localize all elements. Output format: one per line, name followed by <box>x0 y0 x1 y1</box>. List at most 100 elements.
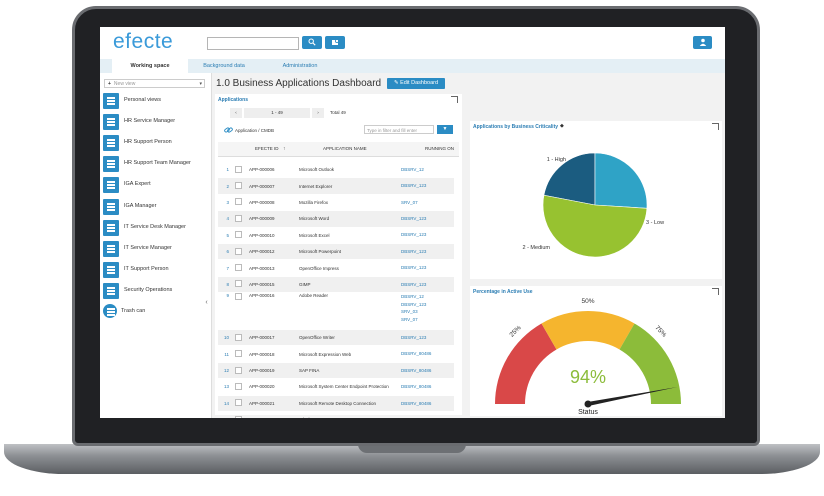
edit-dashboard-button[interactable]: ✎ Edit Dashboard <box>387 78 445 89</box>
table-row[interactable]: 3 APP-000008 Mozilla Firefox SRV_07 <box>218 194 454 212</box>
table-row[interactable]: 5 APP-000010 Microsoft Excel DBSRV_123 <box>218 227 454 244</box>
table-row[interactable]: 7 APP-000013 OpenOffice Impress DBSRV_123 <box>218 259 454 277</box>
sort-icon[interactable]: ◆ <box>560 123 564 129</box>
sidebar-item-hr-service-manager[interactable]: HR Service Manager <box>103 114 209 132</box>
pie-slice[interactable] <box>543 152 596 206</box>
column-application-name[interactable]: APPLICATION NAME <box>323 146 367 151</box>
collapse-sidebar-button[interactable]: ‹ <box>202 298 211 307</box>
app-logo[interactable]: efecte <box>113 30 174 53</box>
server-link[interactable]: SRV_07 <box>401 316 418 322</box>
table-row[interactable]: 15 APP-000022cdesktopDBSRV_80486 <box>218 411 454 418</box>
search-button[interactable] <box>302 36 322 49</box>
table-row[interactable]: 10 APP-000017 OpenOffice Writer DBSRV_123 <box>218 329 454 347</box>
table-row[interactable]: 9 APP-000016 Adobe Reader DBSRV_12 DBSRV_123… <box>218 292 454 331</box>
user-button[interactable] <box>693 36 712 49</box>
expand-icon[interactable] <box>451 96 458 103</box>
server-link[interactable]: DBSRV_80486 <box>401 416 451 418</box>
application-name-cell[interactable]: Internet Explorer <box>296 177 398 195</box>
server-link[interactable]: DBSRV_80486 <box>401 367 432 373</box>
row-checkbox[interactable] <box>235 182 242 190</box>
application-name-cell[interactable]: Microsoft Powerpoint <box>296 243 398 261</box>
sidebar-item-iga-expert[interactable]: IGA Expert <box>103 177 209 195</box>
sidebar-item-trash-can[interactable]: Trash can <box>103 304 209 322</box>
sidebar-item-hr-support-person[interactable]: HR Support Person <box>103 135 209 153</box>
application-name-cell[interactable]: SAP FINA <box>296 362 398 380</box>
next-page-button[interactable]: › <box>312 108 324 118</box>
pie-slice-label: 3 - Low <box>646 220 664 226</box>
row-checkbox[interactable] <box>235 293 242 301</box>
server-link[interactable]: DBSRV_123 <box>401 216 427 222</box>
tab-background-data[interactable]: Background data <box>203 63 245 69</box>
server-link[interactable]: DBSRV_12 <box>401 294 424 300</box>
application-name-cell[interactable]: Microsoft System Center Endpoint Protect… <box>296 378 398 396</box>
server-link[interactable]: DBSRV_123 <box>401 232 427 238</box>
pie-slice[interactable] <box>594 152 648 209</box>
filter-input[interactable]: Type in filter and fill enter <box>364 125 434 134</box>
row-checkbox[interactable] <box>235 214 242 222</box>
application-name-cell[interactable]: GIMP <box>296 276 398 294</box>
advanced-search-button[interactable] <box>325 36 345 49</box>
column-running-on[interactable]: RUNNING ON <box>425 146 454 151</box>
application-name-cell[interactable]: Adobe Reader <box>296 292 398 331</box>
table-row[interactable]: 13 APP-000020 Microsoft System Center Endp… <box>218 378 454 396</box>
server-link[interactable]: DBSRV_80486 <box>401 400 432 406</box>
server-link[interactable]: DBSRV_123 <box>401 265 427 271</box>
row-checkbox[interactable] <box>235 264 242 272</box>
application-name-cell[interactable]: Microsoft Excel <box>296 227 398 244</box>
server-link[interactable]: DBSRV_123 <box>401 281 427 287</box>
application-name-cell[interactable]: Microsoft Remote Desktop Connection <box>296 395 398 413</box>
table-row[interactable]: 1 APP-000006 Microsoft Outlook DBSRV_12 <box>218 162 454 179</box>
server-link[interactable]: SRV_07 <box>401 199 418 205</box>
row-checkbox[interactable] <box>235 350 242 358</box>
row-checkbox[interactable] <box>235 280 242 288</box>
row-checkbox[interactable] <box>235 198 242 206</box>
column-efecte-id[interactable]: EFECTE ID <box>255 146 279 151</box>
table-row[interactable]: 6 APP-000012 Microsoft Powerpoint DBSRV_123 <box>218 243 454 261</box>
server-link[interactable]: DBSRV_123 <box>401 248 427 254</box>
table-row[interactable]: 2 APP-000007 Internet Explorer DBSRV_123 <box>218 177 454 195</box>
row-checkbox[interactable] <box>235 165 242 173</box>
table-row[interactable]: 14 APP-000021 Microsoft Remote Desktop Con… <box>218 395 454 413</box>
table-row[interactable]: 12 APP-000019 SAP FINA DBSRV_80486 <box>218 362 454 380</box>
application-name-cell[interactable]: OpenOffice Writer <box>296 329 398 347</box>
pie-slice[interactable] <box>542 194 648 258</box>
expand-icon[interactable] <box>712 288 719 295</box>
application-name-cell[interactable]: cdesktop <box>296 411 398 418</box>
application-name-cell[interactable]: Microsoft Expression Web <box>296 345 398 363</box>
row-checkbox[interactable] <box>235 415 242 418</box>
sidebar-item-personal-views[interactable]: Personal views <box>103 93 209 111</box>
sidebar-item-it-support-person[interactable]: IT Support Person <box>103 262 209 280</box>
server-link[interactable]: DBSRV_123 <box>401 183 427 189</box>
table-row[interactable]: 4 APP-000009 Microsoft Word DBSRV_123 <box>218 210 454 228</box>
application-name-cell[interactable]: Microsoft Word <box>296 210 398 228</box>
sidebar-item-it-service-desk-manager[interactable]: IT Service Desk Manager <box>103 220 209 238</box>
server-link[interactable]: DBSRV_12 <box>401 166 424 172</box>
new-view-dropdown[interactable]: + New view ▾ <box>104 79 205 88</box>
application-name-cell[interactable]: Mozilla Firefox <box>296 194 398 212</box>
server-link[interactable]: SRV_03 <box>401 309 418 315</box>
expand-icon[interactable] <box>712 123 719 130</box>
server-link[interactable]: DBSRV_80486 <box>401 351 432 357</box>
filter-button[interactable]: ▼ <box>437 125 453 134</box>
sidebar-item-hr-support-team-manager[interactable]: HR Support Team Manager <box>103 156 209 174</box>
search-input[interactable] <box>207 37 299 50</box>
sidebar-item-it-service-manager[interactable]: IT Service Manager <box>103 241 209 259</box>
row-checkbox[interactable] <box>235 382 242 390</box>
prev-page-button[interactable]: ‹ <box>230 108 242 118</box>
sidebar-item-iga-manager[interactable]: IGA Manager <box>103 199 209 217</box>
application-name-cell[interactable]: OpenOffice Impress <box>296 259 398 277</box>
server-link[interactable]: DBSRV_123 <box>401 334 427 340</box>
server-link[interactable]: DBSRV_80486 <box>401 384 432 390</box>
tab-administration[interactable]: Administration <box>282 63 318 69</box>
row-checkbox[interactable] <box>235 333 242 341</box>
sidebar-item-security-operations[interactable]: Security Operations <box>103 283 209 301</box>
tab-working-space[interactable]: Working space <box>112 59 188 73</box>
row-checkbox[interactable] <box>235 247 242 255</box>
row-checkbox[interactable] <box>235 366 242 374</box>
row-checkbox[interactable] <box>235 399 242 407</box>
application-name-cell[interactable]: Microsoft Outlook <box>296 162 398 179</box>
table-row[interactable]: 8 APP-000015 GIMP DBSRV_123 <box>218 276 454 294</box>
table-row[interactable]: 11 APP-000018 Microsoft Expression Web DBSR… <box>218 345 454 363</box>
server-link[interactable]: DBSRV_123 <box>401 301 427 307</box>
row-checkbox[interactable] <box>235 231 242 239</box>
